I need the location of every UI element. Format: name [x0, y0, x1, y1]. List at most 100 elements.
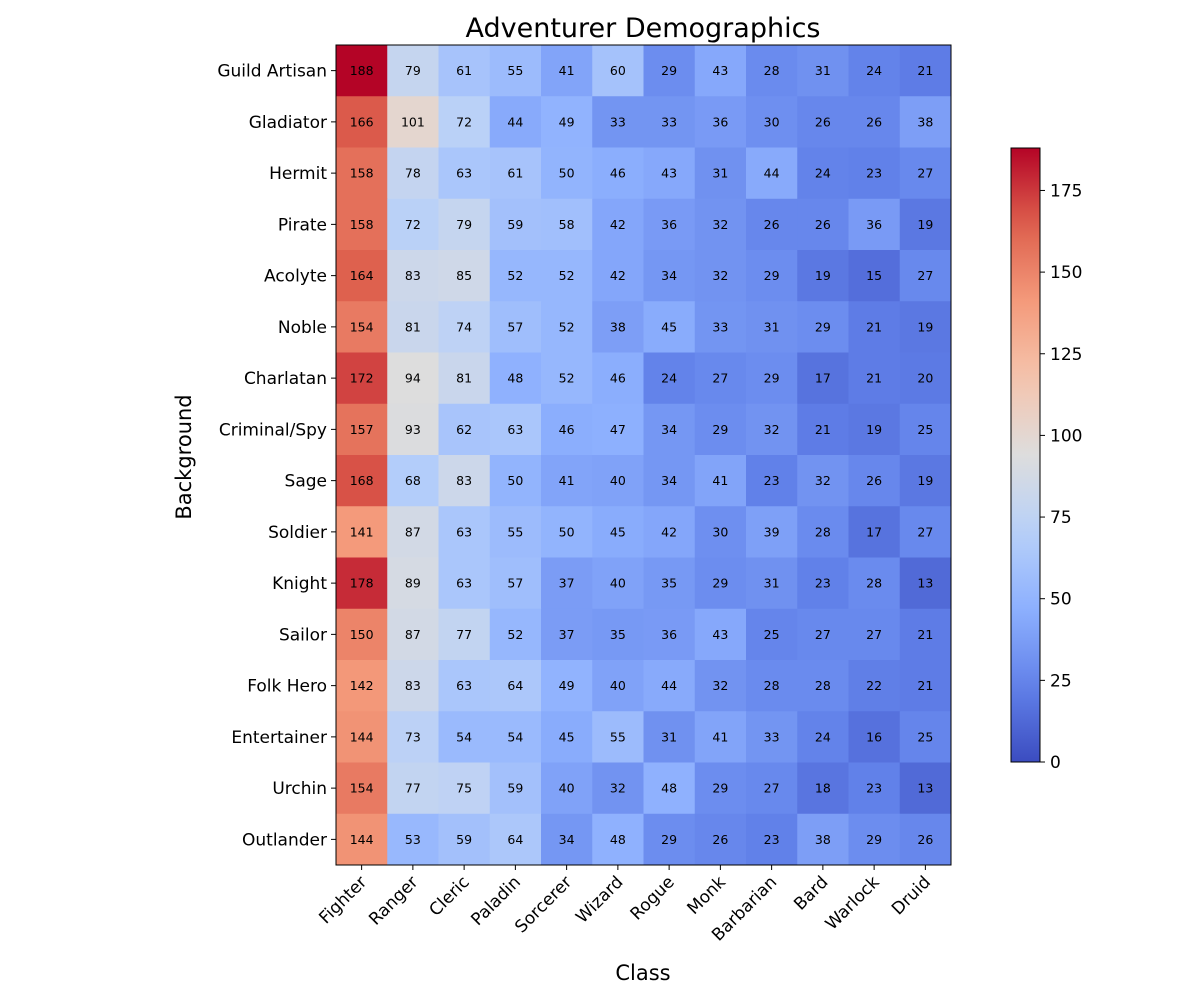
heatmap-cell [899, 455, 952, 507]
cell-value-label: 55 [507, 63, 523, 78]
heatmap-cell [899, 250, 952, 302]
heatmap-cell [848, 762, 901, 815]
cell-value-label: 27 [866, 627, 882, 642]
heatmap-cell [541, 301, 593, 353]
heatmap-cell [541, 352, 593, 405]
cell-value-label: 150 [350, 627, 374, 642]
cell-value-label: 48 [610, 832, 626, 847]
x-tick-label: Druid [888, 872, 935, 919]
heatmap-cell [848, 403, 901, 456]
heatmap-cell [643, 557, 696, 610]
cell-value-label: 89 [405, 576, 421, 591]
heatmap-cell [797, 198, 849, 251]
heatmap-cell [592, 557, 644, 610]
heatmap-cell [643, 198, 696, 251]
heatmap-cell [643, 96, 696, 148]
cell-value-label: 34 [661, 422, 677, 437]
heatmap-cell [797, 557, 849, 610]
heatmap-cell [336, 762, 388, 815]
heatmap-cell [643, 762, 696, 815]
cell-value-label: 32 [712, 217, 728, 232]
x-tick-label: Warlock [822, 872, 884, 934]
colorbar-tick-label: 50 [1050, 590, 1072, 610]
cell-value-label: 38 [610, 319, 626, 334]
heatmap-cell [336, 660, 388, 712]
cell-value-label: 21 [917, 63, 933, 78]
colorbar-tick-label: 75 [1050, 508, 1072, 528]
cell-value-label: 48 [661, 781, 677, 796]
cell-value-label: 72 [405, 217, 421, 232]
heatmap-cell [694, 45, 747, 97]
cell-value-label: 35 [661, 576, 677, 591]
heatmap-cell [438, 455, 491, 507]
cell-value-label: 38 [815, 832, 831, 847]
cell-value-label: 27 [917, 524, 933, 539]
cell-value-label: 55 [507, 524, 523, 539]
cell-value-label: 28 [815, 678, 831, 693]
cell-value-label: 41 [559, 473, 575, 488]
cell-value-label: 37 [559, 627, 575, 642]
cell-value-label: 142 [350, 678, 374, 693]
heatmap-cell [387, 352, 439, 405]
x-axis-label: Class [615, 961, 670, 985]
heatmap-cell [643, 506, 696, 558]
x-tick-label: Monk [683, 872, 730, 919]
heatmap-cell [489, 762, 542, 815]
heatmap-cell [592, 352, 644, 405]
heatmap-cell [592, 506, 644, 558]
heatmap-cell [848, 557, 901, 610]
cell-value-label: 164 [350, 268, 374, 283]
cell-value-label: 59 [456, 832, 472, 847]
cell-value-label: 54 [456, 729, 472, 744]
heatmap-cell [438, 250, 491, 302]
cell-value-label: 30 [712, 524, 728, 539]
cell-value-label: 26 [866, 473, 882, 488]
heatmap-cell [797, 45, 849, 97]
heatmap-cell [643, 711, 696, 763]
y-tick-label: Knight [272, 574, 327, 594]
x-tick-label: Wizard [572, 872, 627, 927]
cell-value-label: 44 [661, 678, 677, 693]
heatmap-cell [438, 45, 491, 97]
cell-value-label: 188 [350, 63, 374, 78]
heatmap-cell [797, 250, 849, 302]
cell-value-label: 157 [350, 422, 374, 437]
cell-value-label: 24 [661, 371, 677, 386]
heatmap-cell [336, 813, 388, 866]
cell-value-label: 52 [559, 319, 575, 334]
cell-value-label: 63 [456, 166, 472, 181]
heatmap-cell [746, 250, 798, 302]
heatmap-cell [899, 762, 952, 815]
cell-value-label: 52 [559, 268, 575, 283]
y-tick-label: Entertainer [231, 728, 327, 748]
cell-value-label: 57 [507, 319, 523, 334]
heatmap-cell [848, 711, 901, 763]
cell-value-label: 24 [815, 166, 831, 181]
heatmap-cell [746, 557, 798, 610]
cell-value-label: 83 [405, 268, 421, 283]
heatmap-cell [797, 608, 849, 661]
cell-value-label: 94 [405, 371, 421, 386]
cell-value-label: 46 [610, 371, 626, 386]
cell-value-label: 40 [559, 781, 575, 796]
cell-value-label: 39 [764, 524, 780, 539]
x-tick-label: Cleric [425, 872, 473, 920]
heatmap-cell [489, 455, 542, 507]
cell-value-label: 61 [456, 63, 472, 78]
heatmap-cell [541, 147, 593, 200]
heatmap-cell [489, 45, 542, 97]
heatmap-cell [387, 813, 439, 866]
heatmap-cell [899, 301, 952, 353]
heatmap-cell [592, 762, 644, 815]
cell-value-label: 27 [712, 371, 728, 386]
cell-value-label: 59 [507, 781, 523, 796]
heatmap-cell [797, 301, 849, 353]
heatmap-cell [336, 352, 388, 405]
x-tick-label: Fighter [315, 872, 371, 928]
cell-value-label: 36 [661, 217, 677, 232]
heatmap-cell [694, 660, 747, 712]
heatmap-cell [848, 608, 901, 661]
cell-value-label: 52 [507, 627, 523, 642]
cell-value-label: 23 [866, 166, 882, 181]
